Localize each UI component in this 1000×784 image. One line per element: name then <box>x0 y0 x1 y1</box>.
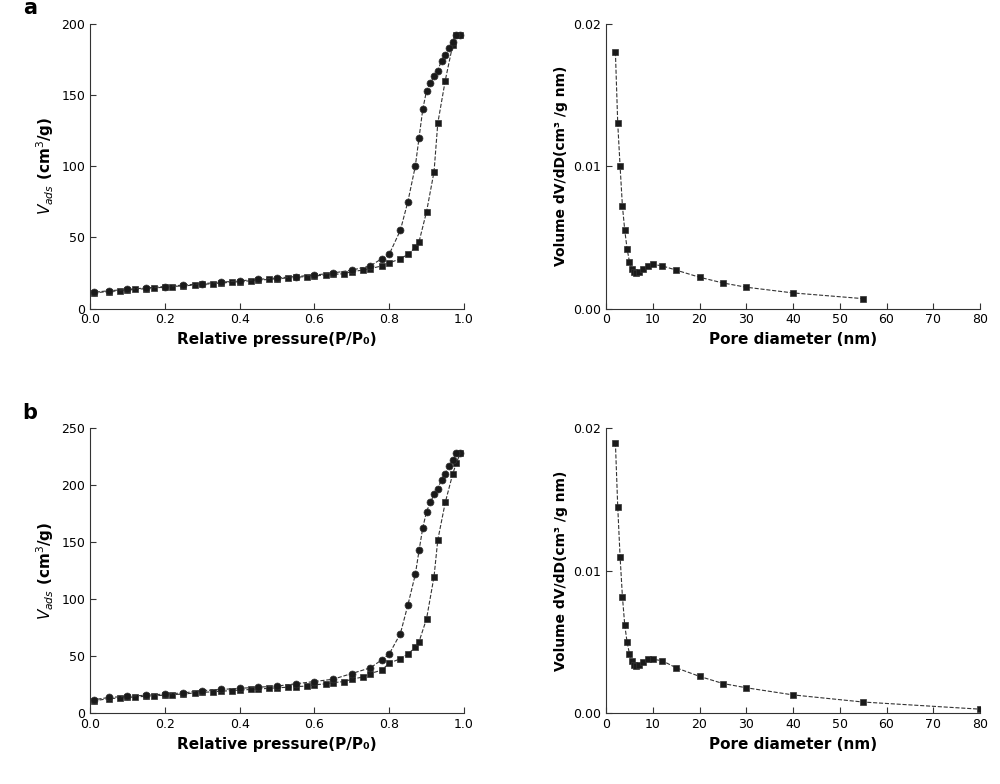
Text: b: b <box>23 403 38 423</box>
Y-axis label: $V_{ads}$ (cm$^3$/g): $V_{ads}$ (cm$^3$/g) <box>34 117 56 216</box>
Y-axis label: Volume dV/dD(cm³ /g nm): Volume dV/dD(cm³ /g nm) <box>554 66 568 267</box>
X-axis label: Relative pressure(P/P₀): Relative pressure(P/P₀) <box>177 332 377 347</box>
X-axis label: Relative pressure(P/P₀): Relative pressure(P/P₀) <box>177 737 377 752</box>
Y-axis label: $V_{ads}$ (cm$^3$/g): $V_{ads}$ (cm$^3$/g) <box>34 521 56 620</box>
Y-axis label: Volume dV/dD(cm³ /g nm): Volume dV/dD(cm³ /g nm) <box>554 470 568 671</box>
X-axis label: Pore diameter (nm): Pore diameter (nm) <box>709 737 877 752</box>
Text: a: a <box>23 0 37 18</box>
X-axis label: Pore diameter (nm): Pore diameter (nm) <box>709 332 877 347</box>
